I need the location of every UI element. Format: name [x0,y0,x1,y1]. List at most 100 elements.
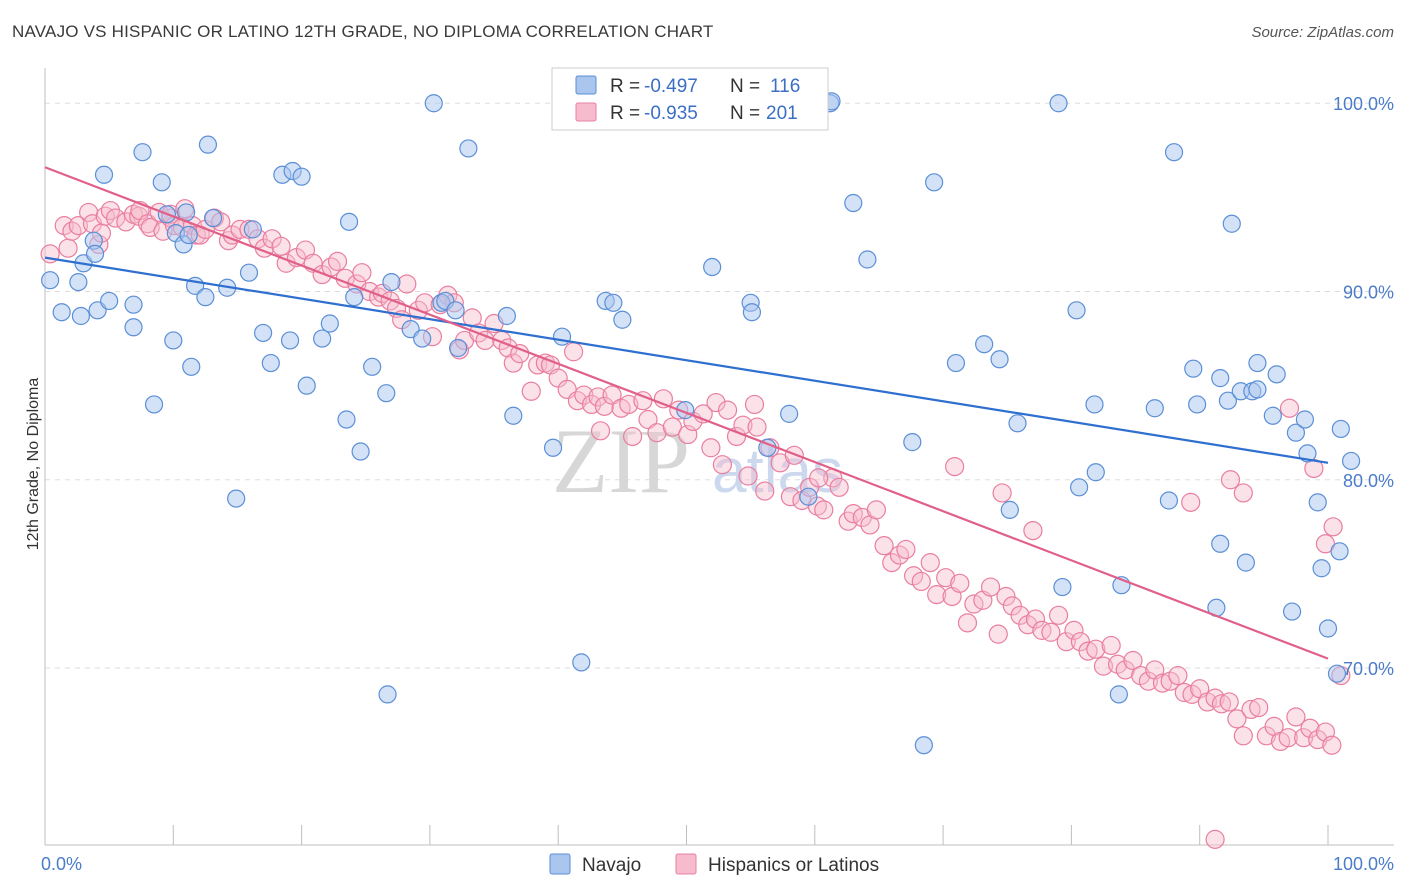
legend-hispanic-r-value: -0.935 [644,103,698,124]
watermark-zip: ZIP [552,410,690,512]
series-legend: Navajo Hispanics or Latinos [549,853,879,876]
correlation-legend: R = -0.497 N = 116 R = -0.935 N = 201 [551,67,829,131]
navajo-point-49 [424,94,443,113]
hispanic-point-114 [814,500,834,520]
navajo-point-61 [604,293,623,312]
hispanic-point-104 [738,466,758,486]
hispanic-point-128 [920,553,940,573]
x-tick-label-0: 0.0% [41,854,82,874]
hispanic-point-172 [1249,697,1269,718]
navajo-point-81 [1000,500,1019,519]
navajo-point-105 [1248,353,1267,373]
navajo-point-27 [227,489,246,508]
navajo-point-11 [124,318,143,337]
hispanic-point-4 [68,216,88,236]
hispanic-point-85 [602,385,622,405]
navajo-point-93 [1164,143,1184,162]
navajo-point-89 [1109,685,1128,704]
hispanic-point-147 [1064,620,1084,640]
y-tick-label-1: 90.0% [1343,283,1394,303]
hispanic-point-151 [1093,656,1114,676]
hispanic-point-184 [1205,829,1225,849]
navajo-point-67 [742,303,762,322]
hispanic-point-101 [717,400,738,420]
hispanic-point-106 [755,481,775,501]
navajo-point-4 [71,306,91,326]
hispanic-point-133 [957,613,978,633]
navajo-point-9 [94,165,114,184]
hispanic-point-196 [744,394,765,415]
hispanic-point-87 [619,394,639,415]
hispanic-point-180 [1308,729,1328,750]
navajo-point-108 [1282,602,1302,621]
navajo-point-115 [1327,664,1347,683]
navajo-point-43 [363,357,382,376]
hispanic-point-193 [1233,483,1253,503]
hispanic-trend-line [44,166,1329,660]
navajo-point-83 [1049,94,1068,113]
navajo-point-75 [903,433,922,452]
series-hispanic-points [40,199,1351,849]
navajo-point-99 [1218,391,1238,410]
navajo-point-54 [459,139,478,158]
y-tick-label-3: 70.0% [1343,659,1394,679]
navajo-point-58 [552,327,572,346]
chart-title: NAVAJO VS HISPANIC OR LATINO 12TH GRADE,… [12,22,714,41]
navajo-point-33 [280,331,300,350]
hispanic-point-130 [936,568,956,588]
hispanic-point-82 [588,387,608,407]
hispanic-point-127 [911,571,931,592]
legend-navajo-n-label: N = [730,76,760,97]
legend-hispanic-n-value: 201 [766,103,798,124]
legend-navajo-r-value: -0.497 [644,76,698,97]
navajo-point-20 [179,225,198,245]
hispanic-point-105 [747,417,767,437]
navajo-point-107 [1267,365,1286,384]
hispanic-point-83 [590,421,611,441]
hispanic-point-178 [1294,728,1314,748]
navajo-point-44 [377,384,396,403]
navajo-point-12 [133,143,152,162]
hispanic-point-192 [1323,517,1343,537]
navajo-point-24 [198,135,218,154]
navajo-point-94 [1184,359,1203,378]
hispanic-point-149 [1078,641,1098,661]
navajo-point-97 [1211,534,1230,553]
navajo-point-111 [1298,444,1317,463]
navajo-point-1 [52,303,71,322]
trend-lines [44,166,1329,660]
navajo-point-13 [144,395,164,414]
hispanic-point-168 [1219,692,1239,712]
hispanic-point-195 [809,468,829,488]
legend-navajo-swatch [575,75,597,95]
hispanic-point-146 [1056,632,1076,652]
hispanic-point-78 [563,342,584,362]
hispanic-point-90 [638,409,658,430]
navajo-point-79 [975,335,994,354]
navajo-point-87 [1085,395,1104,414]
navajo-point-96 [1211,369,1230,388]
hispanic-point-122 [874,536,894,556]
navajo-point-52 [446,301,465,320]
hispanic-point-45 [327,251,348,271]
navajo-point-39 [337,410,356,429]
navajo-point-80 [990,350,1009,369]
hispanic-point-137 [988,624,1008,644]
navajo-point-59 [572,653,591,672]
navajo-point-55 [497,306,516,326]
navajo-point-38 [320,314,339,333]
navajo-point-10 [124,295,143,314]
hispanic-point-100 [712,455,733,475]
grid-lines [45,102,1394,669]
navajo-point-42 [351,442,370,461]
navajo-point-86 [1069,478,1089,497]
hispanic-point-179 [1300,718,1320,738]
hispanic-point-155 [1123,650,1143,671]
hispanic-point-152 [1101,635,1121,656]
navajo-point-28 [239,263,259,282]
navajo-point-29 [243,220,262,239]
navajo-point-116 [1330,542,1349,561]
hispanic-point-171 [1241,699,1261,720]
bottom-legend-navajo-label: Navajo [582,855,641,876]
